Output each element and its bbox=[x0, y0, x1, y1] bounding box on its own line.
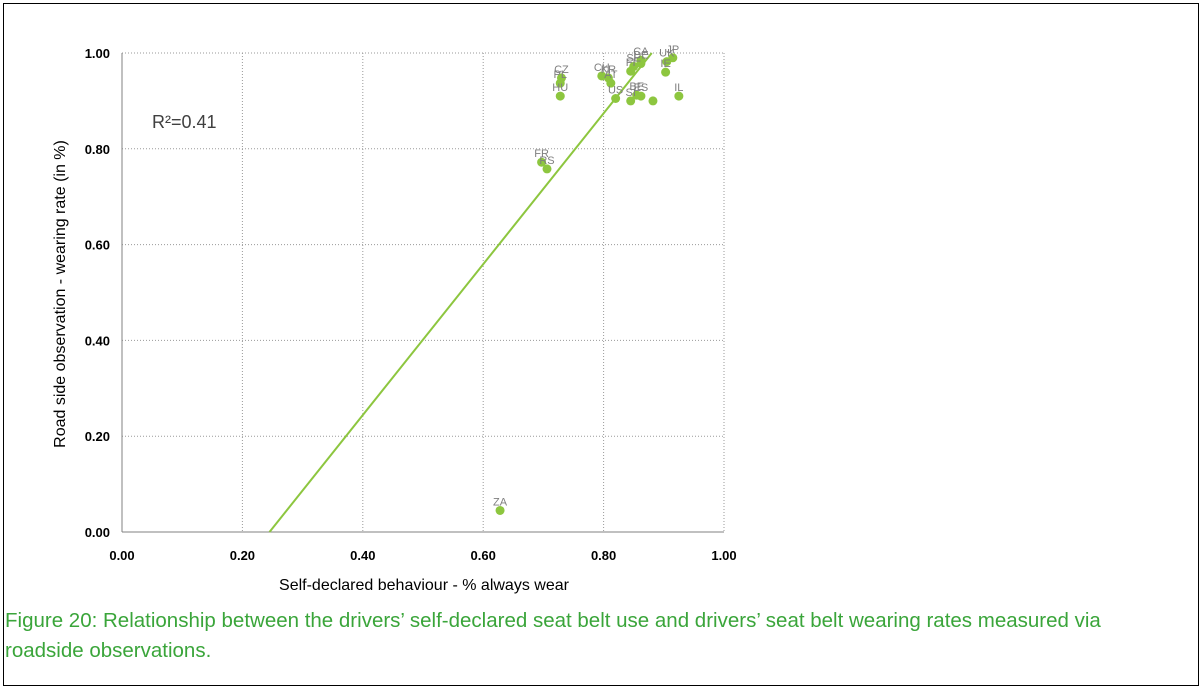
x-tick-label: 0.80 bbox=[591, 548, 616, 563]
x-tick-label: 0.60 bbox=[471, 548, 496, 563]
x-tick-label: 1.00 bbox=[711, 548, 736, 563]
y-tick-label: 0.80 bbox=[85, 142, 110, 157]
y-tick-label: 0.00 bbox=[85, 525, 110, 540]
point-label: PL bbox=[554, 69, 567, 81]
point-label: ES bbox=[634, 82, 649, 94]
axes: 0.00 0.20 0.40 0.60 0.80 1.00 0.00 0.20 0.40 0.60… bbox=[85, 46, 737, 563]
r-squared-annotation: R²=0.41 bbox=[152, 112, 217, 132]
point-label: ZA bbox=[493, 496, 508, 508]
data-point bbox=[537, 157, 547, 167]
point-label: CA bbox=[633, 46, 649, 58]
point-label: SI bbox=[625, 87, 635, 99]
figure-caption: Figure 20: Relationship between the driv… bbox=[5, 609, 1101, 662]
point-label: SE bbox=[626, 52, 641, 64]
point-label: DE bbox=[633, 50, 648, 62]
point-label: FI bbox=[626, 57, 636, 69]
point-label: US bbox=[608, 85, 623, 97]
y-tick-label: 0.60 bbox=[85, 238, 110, 253]
data-point bbox=[626, 66, 636, 76]
scatter-chart: 0.00 0.20 0.40 0.60 0.80 1.00 0.00 0.20 0.40 0.60… bbox=[52, 44, 737, 594]
data-point bbox=[606, 78, 616, 88]
figure-frame bbox=[3, 3, 1199, 686]
x-tick-label: 0.20 bbox=[230, 548, 255, 563]
data-point bbox=[555, 78, 565, 88]
data-point bbox=[611, 94, 621, 104]
data-point bbox=[674, 91, 684, 101]
data-points bbox=[495, 53, 684, 515]
x-tick-label: 0.00 bbox=[109, 548, 134, 563]
data-point bbox=[636, 91, 646, 101]
point-label: CH bbox=[594, 62, 610, 74]
point-label: JP bbox=[666, 44, 679, 56]
point-label: KR bbox=[601, 64, 616, 76]
x-tick-label: 0.40 bbox=[350, 548, 375, 563]
point-label: RS bbox=[539, 155, 554, 167]
x-axis-label: Self-declared behaviour - % always wear bbox=[279, 577, 570, 594]
data-point bbox=[555, 91, 565, 101]
point-label: UK bbox=[659, 48, 675, 60]
point-label: CZ bbox=[554, 64, 569, 76]
data-point bbox=[626, 96, 636, 106]
point-label: BE bbox=[629, 81, 644, 93]
data-point bbox=[542, 164, 552, 174]
point-label: HU bbox=[552, 82, 568, 94]
point-label: FR bbox=[534, 148, 549, 160]
data-point bbox=[636, 59, 646, 69]
point-label: AT bbox=[604, 69, 618, 81]
data-point bbox=[495, 505, 505, 515]
y-tick-label: 1.00 bbox=[85, 46, 110, 61]
data-point bbox=[648, 96, 658, 106]
grid bbox=[122, 52, 725, 532]
data-point bbox=[661, 67, 671, 77]
y-tick-label: 0.40 bbox=[85, 333, 110, 348]
y-tick-label: 0.20 bbox=[85, 429, 110, 444]
data-point bbox=[662, 57, 672, 67]
y-axis-label: Road side observation - wearing rate (in… bbox=[52, 140, 69, 448]
point-label: IE bbox=[660, 58, 670, 70]
trendline bbox=[268, 52, 653, 533]
point-label: IL bbox=[674, 82, 683, 94]
